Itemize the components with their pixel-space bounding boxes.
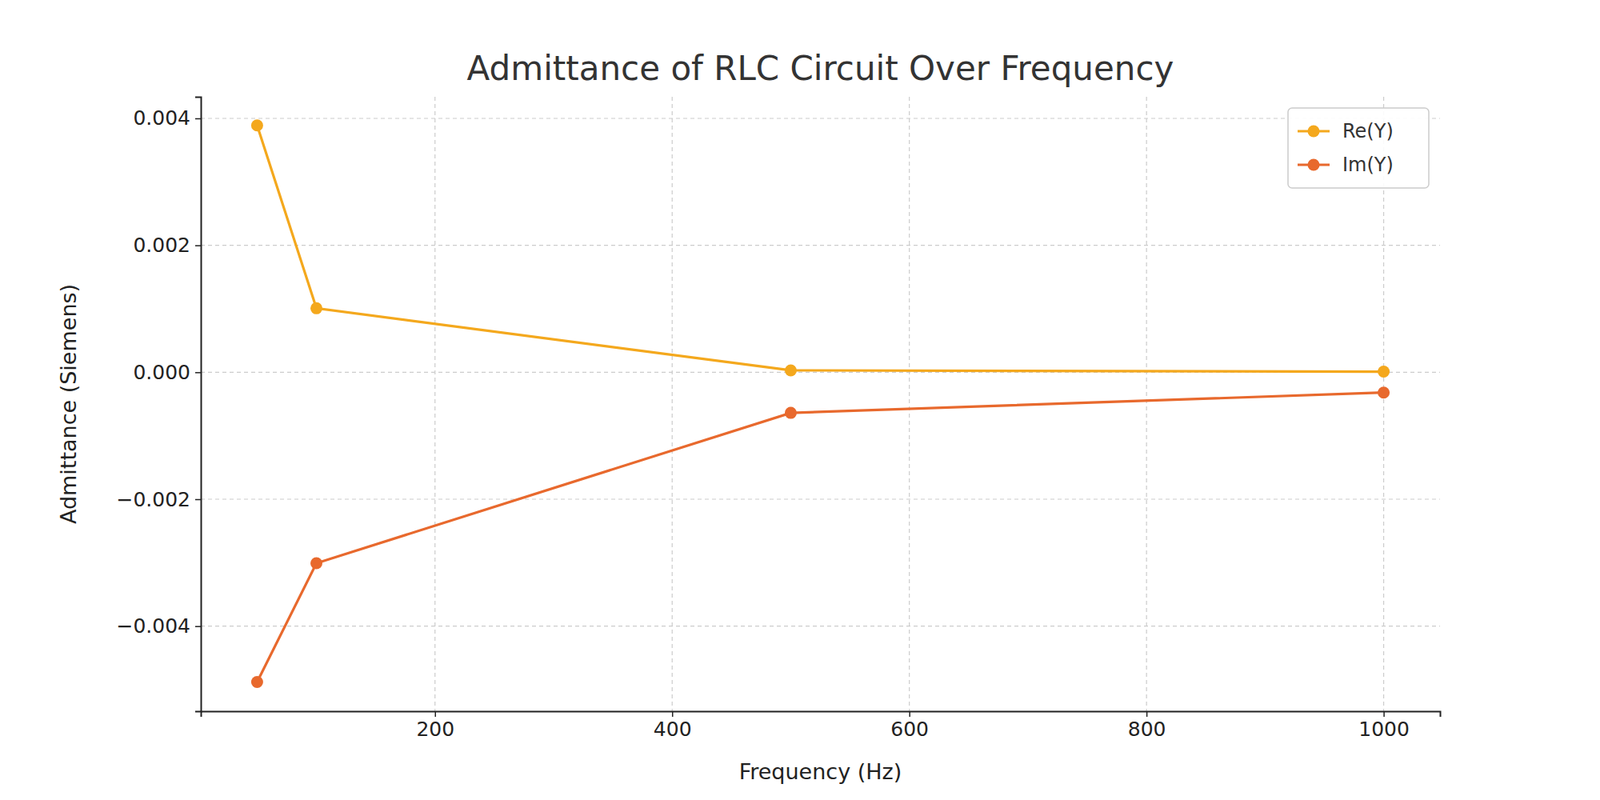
series-line <box>256 392 1384 683</box>
tick-mark <box>195 499 201 501</box>
tick-mark <box>195 625 201 628</box>
chart: 200 400 600 800 1000 −0.004 −0.002 0.000 0.002 0.… <box>0 0 1600 800</box>
tick: −0.002 <box>116 488 201 512</box>
tick: 0.002 <box>132 233 201 257</box>
tick-mark <box>195 244 201 247</box>
grid-line <box>1146 96 1148 712</box>
grid-line <box>200 244 1440 246</box>
tick-label: 800 <box>1128 717 1167 741</box>
y-axis: −0.004 −0.002 0.000 0.002 0.004 <box>116 97 201 712</box>
tick: −0.004 <box>116 614 201 638</box>
tick-mark <box>435 711 437 717</box>
tick-mark <box>1383 711 1385 717</box>
point <box>251 119 264 132</box>
grid <box>200 96 1440 712</box>
tick-label: 0.000 <box>132 360 191 384</box>
series-group <box>251 119 1390 688</box>
series-line <box>256 125 1384 372</box>
tick: 200 <box>416 711 455 741</box>
point <box>1377 365 1390 378</box>
legend-marker <box>1308 159 1320 172</box>
tick: 600 <box>890 711 929 741</box>
tick: 0.004 <box>132 106 201 130</box>
tick-mark <box>195 118 201 120</box>
point <box>251 676 264 688</box>
tick-label: −0.002 <box>116 488 191 512</box>
point <box>310 302 323 315</box>
grid-line <box>200 498 1440 500</box>
tick-label: 1000 <box>1358 717 1410 741</box>
legend-label: Im(Y) <box>1342 153 1394 176</box>
grid-line <box>434 96 436 712</box>
tick-label: −0.004 <box>116 614 191 638</box>
grid-line <box>672 96 673 712</box>
point <box>310 556 323 569</box>
tick: 800 <box>1128 711 1167 741</box>
axis-line <box>201 712 1441 718</box>
x-axis-title: Frequency (Hz) <box>739 759 903 784</box>
legend: Re(Y) Im(Y) <box>1288 108 1429 188</box>
tick-label: 0.004 <box>132 106 191 130</box>
grid-line <box>200 625 1440 627</box>
point <box>784 364 797 376</box>
grid-line <box>908 96 910 712</box>
grid-line <box>1383 96 1384 712</box>
tick-mark <box>672 711 674 717</box>
tick-label: 200 <box>416 717 455 741</box>
tick-mark <box>908 711 911 717</box>
tick: 0.000 <box>132 360 201 384</box>
legend-box <box>1288 108 1429 188</box>
point <box>1377 386 1390 399</box>
tick-mark <box>195 372 201 374</box>
legend-label: Re(Y) <box>1342 120 1394 143</box>
point <box>784 407 797 420</box>
x-axis: 200 400 600 800 1000 <box>201 711 1441 741</box>
y-axis-title: Admittance (Siemens) <box>56 284 81 524</box>
tick-label: 600 <box>890 717 929 741</box>
tick: 1000 <box>1358 711 1410 741</box>
tick-mark <box>1146 711 1148 717</box>
plot-area: 200 400 600 800 1000 −0.004 −0.002 0.000 0.002 0.… <box>116 96 1440 741</box>
grid-line <box>200 117 1440 119</box>
tick-label: 400 <box>653 717 692 741</box>
tick-label: 0.002 <box>132 233 191 257</box>
chart-title: Admittance of RLC Circuit Over Frequency <box>467 48 1175 88</box>
tick: 400 <box>653 711 692 741</box>
legend-marker <box>1308 125 1320 138</box>
axis-line <box>195 97 202 712</box>
